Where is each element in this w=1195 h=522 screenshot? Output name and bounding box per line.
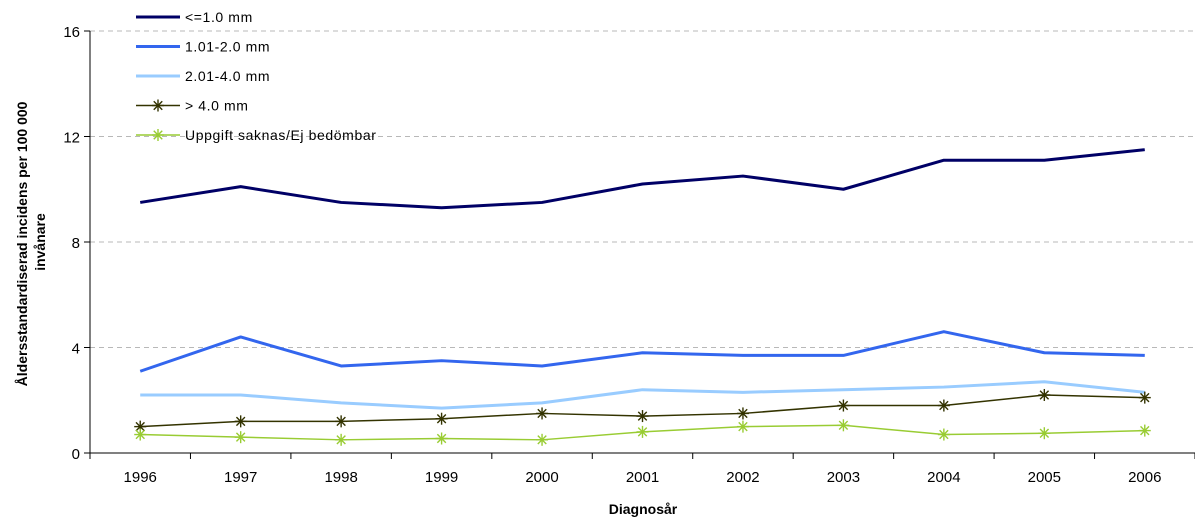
y-axis-title-line1: Åldersstandardiserad incidens per 100 00… [14,101,30,386]
gridlines [90,30,1195,348]
data-point [134,420,147,433]
data-point [1038,388,1051,401]
series-2 [140,380,1145,410]
axes: 0 4 8 12 16 1996 1997 1998 1999 2000 2001 2002 2003 2… [63,24,1195,486]
x-tick-label: 1997 [224,469,257,486]
series-line [139,330,1145,373]
data-point [234,431,247,444]
legend-label: > 4.0 mm [185,98,249,114]
y-tick-label: 16 [63,24,80,41]
y-axis-title-line2: invånare [32,213,48,271]
legend-item: <=1.0 mm [136,9,253,25]
series-3 [134,388,1151,433]
series-lines [134,148,1151,446]
legend-marker [152,129,164,141]
x-tick-label: 2002 [726,469,759,486]
data-point [1038,427,1051,440]
data-point [234,415,247,428]
y-tick-label: 8 [72,235,80,252]
x-tick-label: 1996 [124,469,157,486]
data-point [636,410,649,423]
legend-item: > 4.0 mm [136,98,249,114]
x-tick-label: 2001 [626,469,659,486]
x-tick-label: 2004 [927,469,960,486]
y-tick-label: 12 [63,130,80,147]
data-point [937,428,950,441]
data-point [435,432,448,445]
x-tick-label: 1999 [425,469,458,486]
data-point [134,428,147,441]
legend: <=1.0 mm 1.01-2.0 mm 2.01-4.0 mm > 4.0 mm Up… [136,9,376,143]
data-point [837,399,850,412]
series-0 [139,148,1145,210]
data-point [1138,424,1151,437]
data-point [937,399,950,412]
y-tick-label: 0 [72,446,80,463]
data-point [837,419,850,432]
legend-item: 1.01-2.0 mm [136,39,270,55]
legend-marker [152,99,164,112]
x-tick-label: 2003 [827,469,860,486]
legend-label: Uppgift saknas/Ej bedömbar [185,127,376,143]
data-point [335,433,348,446]
series-line [140,380,1145,410]
series-1 [139,330,1145,373]
x-tick-label: 2005 [1028,469,1061,486]
legend-item: Uppgift saknas/Ej bedömbar [136,127,376,143]
series-4 [134,419,1151,446]
legend-label: <=1.0 mm [185,9,253,25]
y-axis-title: Åldersstandardiserad incidens per 100 00… [14,98,48,387]
x-tick-label: 1998 [324,469,357,486]
legend-label: 1.01-2.0 mm [185,39,270,55]
data-point [1138,391,1151,404]
data-point [536,407,549,420]
series-line [139,148,1145,210]
data-point [435,412,448,425]
data-point [736,407,749,420]
legend-label: 2.01-4.0 mm [185,68,270,84]
legend-item: 2.01-4.0 mm [136,68,270,84]
x-axis-title: Diagnosår [609,501,678,517]
data-point [736,420,749,433]
y-tick-label: 4 [72,341,80,358]
x-tick-label: 2000 [525,469,558,486]
data-point [335,415,348,428]
x-tick-label: 2006 [1128,469,1161,486]
data-point [536,433,549,446]
data-point [636,425,649,438]
